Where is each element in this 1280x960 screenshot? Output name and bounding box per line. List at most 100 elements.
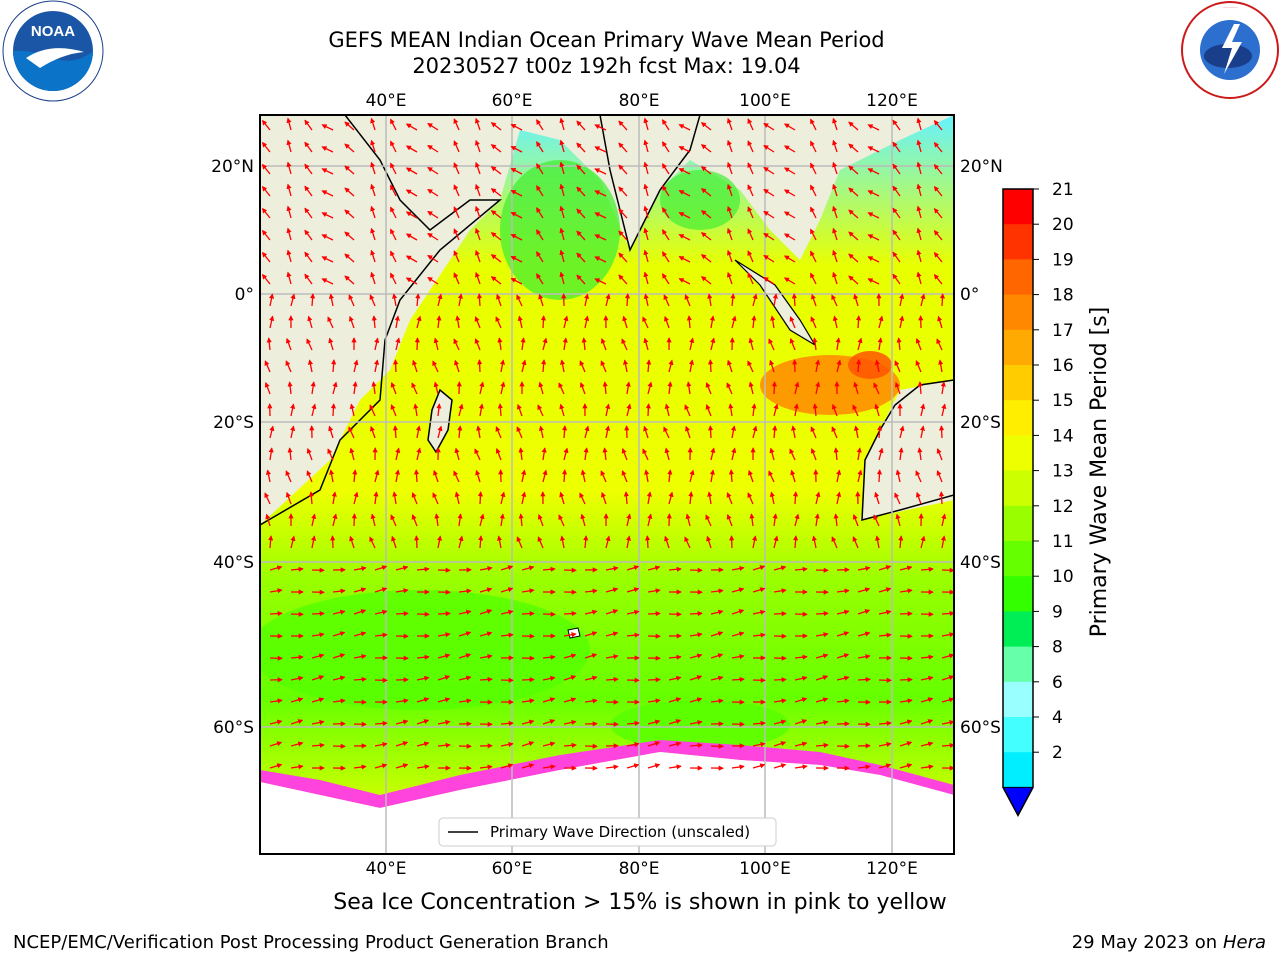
wave-arrow [458, 653, 472, 659]
wave-arrow [646, 359, 652, 373]
wave-arrow [605, 631, 619, 637]
wave-arrow [747, 184, 754, 197]
wave-arrow [290, 566, 304, 572]
wave-arrow [752, 763, 766, 769]
wave-arrow [395, 565, 409, 571]
wave-arrow [286, 183, 292, 197]
wave-arrow [892, 141, 901, 153]
wave-arrow [919, 425, 926, 439]
wave-arrow [374, 741, 388, 748]
wave-arrow [933, 164, 943, 175]
lat-tick-right: 0° [960, 285, 979, 305]
wave-arrow [899, 719, 913, 725]
wave-arrow [618, 230, 628, 241]
wave-arrow [353, 566, 367, 572]
wave-arrow [416, 741, 430, 747]
wave-arrow [706, 535, 712, 549]
wave-arrow [457, 513, 463, 527]
wave-arrow [416, 675, 430, 681]
wave-arrow [933, 252, 943, 263]
wave-arrow [664, 447, 670, 461]
wave-arrow [395, 337, 401, 351]
wave-arrow [867, 212, 880, 219]
wave-arrow [427, 188, 439, 197]
wave-arrow [940, 535, 946, 549]
wave-arrow [707, 425, 714, 439]
wave-arrow [707, 491, 713, 505]
wave-arrow [286, 249, 292, 263]
wave-arrow [626, 720, 640, 726]
wave-arrow [479, 513, 485, 527]
wave-arrow [769, 491, 775, 505]
wave-arrow [304, 207, 313, 219]
wave-arrow [268, 535, 274, 549]
wave-arrow [261, 119, 271, 131]
wave-arrow [286, 271, 292, 285]
wave-arrow [705, 404, 712, 417]
wave-arrow [936, 448, 943, 461]
wave-arrow [814, 513, 820, 527]
wave-arrow [510, 123, 523, 131]
wave-arrow [899, 565, 913, 571]
wave-arrow [580, 513, 586, 527]
lon-tick-top: 100°E [739, 91, 791, 111]
wave-arrow [287, 447, 293, 461]
wave-arrow [520, 337, 526, 351]
colorbar-band [1003, 576, 1033, 612]
wave-arrow [625, 535, 632, 549]
wave-arrow [496, 535, 503, 549]
colorbar-band [1003, 752, 1033, 788]
wave-arrow [584, 653, 598, 659]
wave-arrow [477, 359, 483, 373]
wave-arrow [542, 697, 556, 703]
wave-arrow [474, 338, 481, 351]
wave-arrow [286, 139, 292, 153]
wave-arrow [707, 359, 714, 373]
wave-arrow [427, 210, 439, 219]
wave-arrow [895, 513, 901, 527]
wave-arrow [476, 425, 482, 439]
wave-arrow [763, 210, 775, 219]
wave-arrow [321, 124, 334, 131]
wave-arrow [709, 469, 715, 483]
colorbar-band [1003, 681, 1033, 718]
wave-arrow [370, 513, 376, 527]
wave-arrow [327, 316, 334, 329]
wave-arrow [730, 425, 737, 439]
wave-arrow [330, 535, 336, 549]
lat-tick-left: 40°S [213, 553, 254, 573]
lon-tick-bottom: 120°E [866, 859, 918, 879]
wave-arrow [427, 232, 439, 241]
wave-arrow [751, 315, 757, 329]
wave-arrow [265, 469, 272, 483]
wave-arrow [867, 278, 880, 285]
arabian-sea-green [500, 160, 620, 300]
wave-arrow [433, 381, 439, 395]
wave-arrow [892, 229, 901, 241]
wave-arrow [855, 315, 862, 329]
wave-arrow [763, 232, 775, 241]
wave-arrow [867, 168, 880, 175]
wave-arrow [328, 293, 335, 307]
wave-arrow [920, 719, 934, 725]
wave-arrow [700, 166, 712, 175]
wave-arrow [618, 164, 628, 175]
wave-arrow [899, 588, 913, 594]
wave-arrow [521, 611, 535, 617]
wave-arrow [933, 274, 943, 285]
wave-arrow [495, 447, 502, 461]
wave-arrow [707, 293, 713, 307]
wave-arrow [269, 425, 275, 439]
wave-arrow [710, 337, 716, 351]
wave-arrow [536, 207, 544, 219]
wave-arrow [474, 227, 481, 241]
wave-arrow [458, 675, 472, 681]
wave-arrow [647, 719, 661, 725]
wave-arrow [915, 337, 922, 351]
wave-arrow [916, 183, 922, 197]
wave-arrow [867, 146, 880, 153]
wave-arrow [626, 587, 640, 593]
wave-arrow [678, 212, 691, 219]
wave-arrow [538, 293, 544, 307]
wave-arrow [405, 189, 418, 197]
